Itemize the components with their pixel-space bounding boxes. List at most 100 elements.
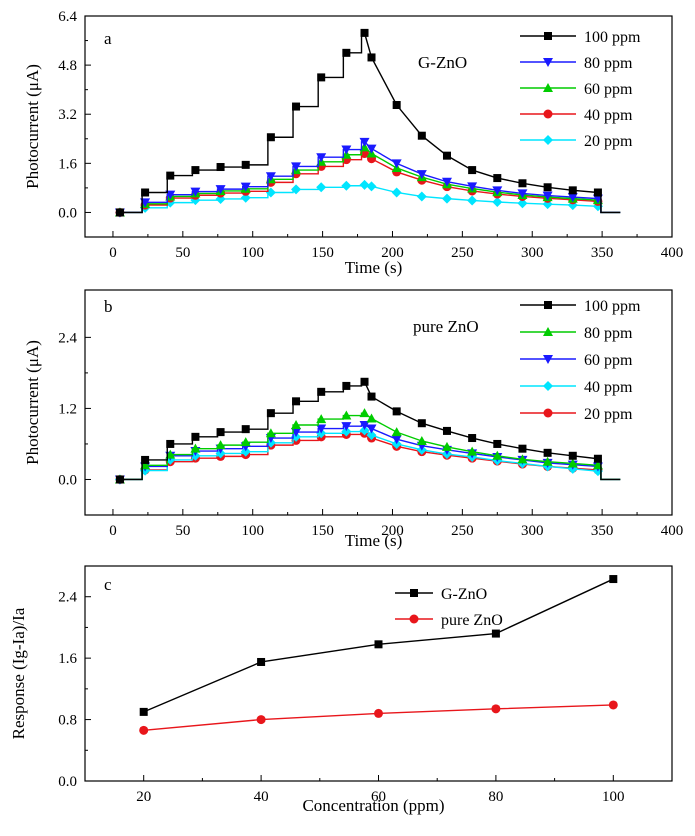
legend-marker xyxy=(544,301,552,309)
data-point xyxy=(342,381,351,390)
y-tick-label: 4.8 xyxy=(58,58,77,74)
series-pure-zno xyxy=(139,700,618,735)
data-point xyxy=(266,133,275,142)
data-point xyxy=(292,102,301,111)
legend-marker xyxy=(543,58,553,67)
plot-frame xyxy=(84,15,673,238)
chart-panel-b: 0 50 100 150 200 250 300 350 400 0.0 1.2 2.4 Time (s… xyxy=(23,289,684,550)
y-axis-label: Photocurrent (μA) xyxy=(23,64,42,189)
y-tick-label: 0.0 xyxy=(58,472,77,488)
data-point xyxy=(366,424,377,434)
data-point xyxy=(317,387,326,396)
series-line xyxy=(119,141,621,214)
legend-marker xyxy=(543,355,553,364)
data-point xyxy=(441,193,452,204)
legend-marker xyxy=(409,614,419,624)
y-tick-label: 2.4 xyxy=(58,590,77,606)
x-tick-label: 50 xyxy=(175,245,190,261)
data-point xyxy=(593,454,602,463)
data-point xyxy=(441,441,452,451)
data-point xyxy=(115,475,124,484)
data-point xyxy=(139,707,148,716)
series-100-ppm xyxy=(115,377,621,484)
legend-label: 60 ppm xyxy=(584,352,633,369)
data-point xyxy=(360,28,369,37)
data-point xyxy=(374,708,383,718)
x-tick-label: 400 xyxy=(661,245,684,261)
x-tick-label: 60 xyxy=(371,789,386,805)
data-point xyxy=(468,166,477,175)
data-point xyxy=(316,182,327,193)
chart-panel-a: 0 50 100 150 200 250 300 350 400 0.0 1.6 3.2 4.8 6.4 T… xyxy=(23,9,683,277)
data-point xyxy=(291,420,302,429)
x-tick-label: 200 xyxy=(381,245,404,261)
panel-letter: c xyxy=(104,575,112,594)
x-axis-label: Concentration (ppm) xyxy=(302,796,444,815)
data-point xyxy=(291,162,302,172)
legend-marker xyxy=(543,327,553,336)
data-point xyxy=(317,73,326,82)
data-point xyxy=(139,725,149,735)
x-tick-label: 150 xyxy=(311,245,334,261)
data-point xyxy=(341,422,352,432)
data-point xyxy=(265,172,276,182)
legend-label: 100 ppm xyxy=(584,29,641,46)
data-point xyxy=(115,208,124,217)
legend-label: 80 ppm xyxy=(584,325,633,342)
data-point xyxy=(391,435,402,445)
data-point xyxy=(366,181,377,192)
legend-marker xyxy=(410,589,418,597)
y-tick-label: 2.4 xyxy=(58,330,77,346)
x-tick-label: 300 xyxy=(521,245,544,261)
x-axis-label: Time (s) xyxy=(345,258,402,277)
series-g-zno xyxy=(139,575,618,716)
x-tick-label: 250 xyxy=(451,523,474,539)
data-point xyxy=(518,444,527,453)
data-point xyxy=(316,414,327,424)
data-point xyxy=(416,435,427,445)
x-tick-label: 200 xyxy=(381,523,404,539)
data-point xyxy=(360,377,369,386)
data-point xyxy=(493,174,502,183)
data-point xyxy=(492,450,503,460)
data-point xyxy=(216,163,225,172)
data-point xyxy=(608,700,618,710)
chart-panel-c: 20 40 60 80 100 0.0 0.8 1.6 2.4 Concentration (pp… xyxy=(9,565,673,815)
data-point xyxy=(166,439,175,448)
legend: 100 ppm 80 ppm 60 ppm 40 ppm 20 ppm xyxy=(520,29,641,150)
data-point xyxy=(342,48,351,57)
legend-label: 20 ppm xyxy=(584,406,633,423)
legend-marker xyxy=(543,109,553,119)
panel-letter: b xyxy=(104,297,113,316)
x-tick-label: 250 xyxy=(451,245,474,261)
y-tick-label: 1.6 xyxy=(58,651,77,667)
data-point xyxy=(166,171,175,180)
plot-frame xyxy=(84,289,673,516)
series-line xyxy=(119,412,621,481)
data-point xyxy=(417,419,426,428)
data-point xyxy=(517,198,528,209)
legend-marker xyxy=(543,83,553,92)
data-point xyxy=(141,455,150,464)
data-point xyxy=(367,53,376,62)
sample-annotation: pure ZnO xyxy=(413,317,479,336)
x-tick-label: 350 xyxy=(591,245,614,261)
data-point xyxy=(241,160,250,169)
data-point xyxy=(341,180,352,191)
y-tick-label: 0.0 xyxy=(58,205,77,221)
data-point xyxy=(257,657,266,666)
y-tick-label: 0.0 xyxy=(58,774,77,790)
y-tick-label: 6.4 xyxy=(58,9,77,25)
y-tick-label: 0.8 xyxy=(58,713,77,729)
data-point xyxy=(367,392,376,401)
data-point xyxy=(518,179,527,188)
legend-label: G-ZnO xyxy=(441,586,487,603)
data-point xyxy=(191,432,200,441)
x-tick-label: 400 xyxy=(661,523,684,539)
data-point xyxy=(442,151,451,160)
data-point xyxy=(316,153,327,163)
x-tick-label: 150 xyxy=(311,523,334,539)
x-tick-label: 20 xyxy=(136,789,151,805)
x-tick-label: 40 xyxy=(254,789,269,805)
data-point xyxy=(392,407,401,416)
